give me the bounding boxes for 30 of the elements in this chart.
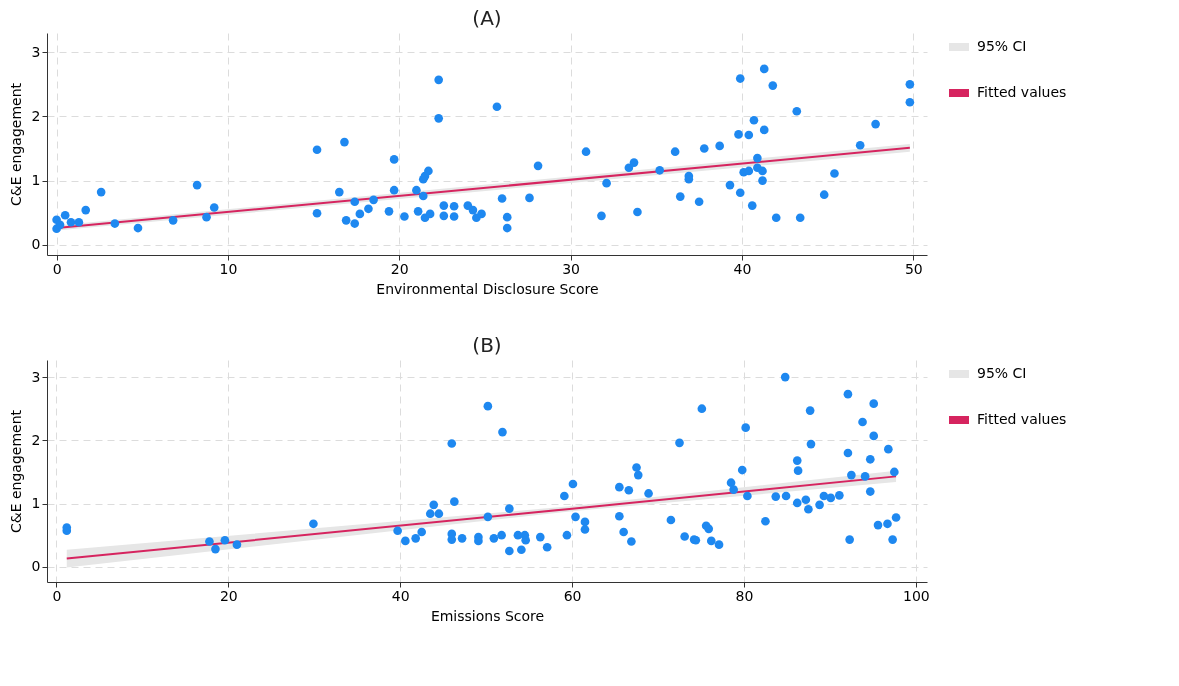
x-tick-label: 50 bbox=[904, 260, 923, 277]
x-tick-label: 40 bbox=[733, 260, 752, 277]
y-tick-label: 1 bbox=[31, 172, 41, 189]
x-axis-title: Environmental Disclosure Score bbox=[376, 280, 599, 297]
x-tick-label: 20 bbox=[390, 260, 409, 277]
legend-label: Fitted values bbox=[977, 84, 1067, 100]
x-tick-label: 0 bbox=[52, 587, 62, 604]
x-tick-label: 100 bbox=[902, 587, 930, 604]
x-tick-label: 30 bbox=[562, 260, 581, 277]
x-tick-label: 60 bbox=[563, 587, 582, 604]
x-tick-label: 20 bbox=[219, 587, 238, 604]
x-tick-label: 0 bbox=[52, 260, 62, 277]
y-tick-label: 3 bbox=[31, 43, 41, 60]
x-axis-title: Emissions Score bbox=[430, 607, 545, 624]
y-tick-label: 0 bbox=[31, 558, 41, 575]
chart-title: (A) bbox=[472, 6, 502, 30]
y-tick-label: 3 bbox=[31, 368, 41, 385]
text: 95% CI bbox=[977, 38, 1027, 54]
legend-label: Fitted values bbox=[977, 411, 1067, 427]
text: 95% CI bbox=[977, 365, 1027, 381]
chart-title: (B) bbox=[472, 333, 502, 357]
y-tick-label: 2 bbox=[31, 431, 41, 448]
x-tick-label: 40 bbox=[391, 587, 410, 604]
y-axis-title: C&E engagement bbox=[7, 82, 24, 207]
y-tick-label: 2 bbox=[31, 107, 41, 124]
y-tick-label: 1 bbox=[31, 495, 41, 512]
y-axis-title: C&E engagement bbox=[7, 409, 24, 534]
x-tick-label: 10 bbox=[219, 260, 238, 277]
y-tick-label: 0 bbox=[31, 236, 41, 253]
x-tick-label: 80 bbox=[735, 587, 754, 604]
